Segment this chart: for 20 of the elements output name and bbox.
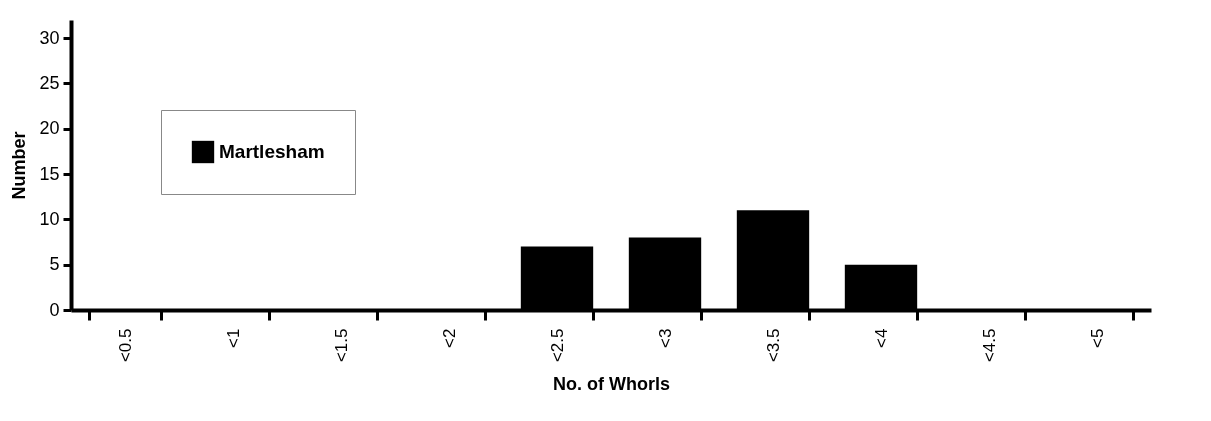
x-tick-label: <4 (871, 328, 891, 348)
y-tick-label: 30 (39, 27, 60, 48)
legend-label: Martlesham (219, 141, 325, 162)
y-axis-title: Number (9, 131, 30, 200)
x-tick-label: <3 (655, 328, 675, 348)
x-tick-label: <1.5 (331, 328, 351, 363)
x-axis-title: No. of Whorls (553, 374, 670, 395)
y-tick-label: 20 (39, 118, 60, 139)
x-tick-label: <1 (223, 328, 243, 348)
y-tick-label: 0 (49, 299, 60, 320)
y-tick-label: 15 (39, 163, 60, 184)
x-tick-label: <0.5 (115, 328, 135, 363)
x-tick-label: <5 (1087, 328, 1107, 348)
y-tick-label: 25 (39, 72, 60, 93)
y-tick-label: 10 (39, 208, 60, 229)
y-tick-label: 5 (49, 254, 60, 275)
x-tick-label: <3.5 (763, 328, 783, 363)
x-tick-label: <2.5 (547, 328, 567, 363)
x-tick-label: <4.5 (979, 328, 999, 363)
x-tick-label: <2 (439, 328, 459, 348)
